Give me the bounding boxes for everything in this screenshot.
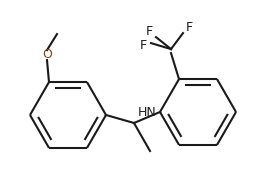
Text: O: O <box>42 48 52 61</box>
Text: F: F <box>146 25 152 38</box>
Text: F: F <box>186 21 193 34</box>
Text: HN: HN <box>138 106 156 119</box>
Text: F: F <box>139 39 147 52</box>
